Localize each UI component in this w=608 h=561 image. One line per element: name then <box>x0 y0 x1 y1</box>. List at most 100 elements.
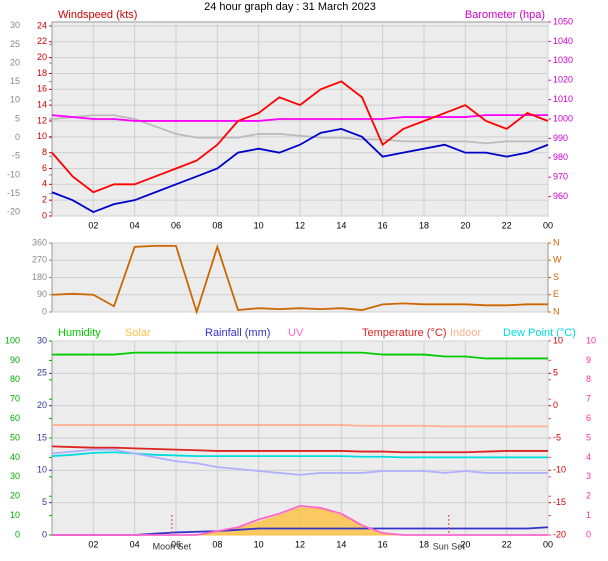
legend-entry: Dew Point (°C) <box>503 327 576 339</box>
line <box>51 243 548 315</box>
y2-tick-label: 1050 <box>553 16 573 26</box>
y-tick-label: 10 <box>37 465 47 475</box>
y-tick-label: 22 <box>37 36 47 46</box>
y3-tick-label: 10 <box>10 510 20 520</box>
y4-tick-label: 4 <box>586 452 591 462</box>
x-tick-label: 02 <box>88 220 98 230</box>
x-tick-label: 04 <box>130 539 140 549</box>
x-tick-label: 22 <box>502 539 512 549</box>
y3-tick-label: 25 <box>10 39 20 49</box>
y-tick-label: 4 <box>42 179 47 189</box>
y2-tick-label: N <box>553 237 560 247</box>
y3-tick-label: 0 <box>15 132 20 142</box>
y-tick-label: 18 <box>37 68 47 78</box>
annotation: Sun Set <box>433 541 466 551</box>
y-tick-label: 12 <box>37 115 47 125</box>
y-tick-label: 20 <box>37 52 47 62</box>
y-tick-label: 24 <box>37 20 47 30</box>
x-tick-label: 16 <box>378 220 388 230</box>
y-tick-label: 15 <box>37 432 47 442</box>
y-tick-label: 2 <box>42 195 47 205</box>
y-tick-label: 5 <box>42 497 47 507</box>
line <box>51 114 548 122</box>
x-tick-label: 06 <box>171 539 181 549</box>
y4-tick-label: 1 <box>586 510 591 520</box>
y-tick-label: 270 <box>32 255 47 265</box>
y2-tick-label: 1010 <box>553 94 573 104</box>
y4-tick-label: 2 <box>586 491 591 501</box>
y2-tick-label: S <box>553 272 559 282</box>
x-tick-label: 12 <box>295 220 305 230</box>
legend-entry: Solar <box>125 327 151 339</box>
x-tick-label: 12 <box>295 539 305 549</box>
y3-tick-label: 0 <box>15 529 20 539</box>
x-tick-label: 14 <box>336 539 346 549</box>
y-tick-label: 8 <box>42 147 47 157</box>
line <box>51 445 548 454</box>
y2-tick-label: 0 <box>553 400 558 410</box>
y2-tick-label: 1020 <box>553 75 573 85</box>
y4-tick-label: 0 <box>586 529 591 539</box>
legend-entry: Temperature (°C) <box>362 327 446 339</box>
y2-tick-label: W <box>553 255 562 265</box>
y-tick-label: 20 <box>37 400 47 410</box>
y2-tick-label: N <box>553 306 560 316</box>
x-tick-label: 00 <box>543 539 553 549</box>
y-tick-label: 14 <box>37 100 47 110</box>
x-tick-label: 18 <box>419 220 429 230</box>
x-tick-label: 10 <box>254 539 264 549</box>
x-tick-label: 18 <box>419 539 429 549</box>
y3-tick-label: 60 <box>10 413 20 423</box>
line <box>51 114 548 145</box>
y3-tick-label: 30 <box>10 20 20 30</box>
y-tick-label: 180 <box>32 272 47 282</box>
y2-tick-label: 5 <box>553 368 558 378</box>
x-tick-label: 06 <box>171 220 181 230</box>
y2-tick-label: 1030 <box>553 55 573 65</box>
y-tick-label: 0 <box>42 210 47 220</box>
line <box>52 504 548 536</box>
y4-tick-label: 9 <box>586 355 591 365</box>
y4-tick-label: 3 <box>586 471 591 481</box>
line <box>51 448 548 476</box>
y3-tick-label: 10 <box>10 95 20 105</box>
y2-tick-label: 1000 <box>553 113 573 123</box>
y3-tick-label: 5 <box>15 113 20 123</box>
y4-tick-label: 6 <box>586 413 591 423</box>
y2-tick-label: -20 <box>553 529 566 539</box>
legend-entry: Indoor <box>450 327 482 339</box>
line <box>52 351 548 360</box>
x-tick-label: 02 <box>88 539 98 549</box>
annotation: Moon Set <box>153 541 192 551</box>
y2-tick-label: -5 <box>553 432 561 442</box>
y4-tick-label: 8 <box>586 374 591 384</box>
y3-tick-label: -5 <box>12 151 20 161</box>
y4-tick-label: 7 <box>586 394 591 404</box>
y2-tick-label: -15 <box>553 497 566 507</box>
x-tick-label: 22 <box>502 220 512 230</box>
y4-tick-label: 5 <box>586 432 591 442</box>
x-tick-label: 04 <box>130 220 140 230</box>
y3-tick-label: 80 <box>10 374 20 384</box>
y3-tick-label: -15 <box>7 188 20 198</box>
y3-tick-label: 20 <box>10 57 20 67</box>
y3-tick-label: -20 <box>7 207 20 217</box>
y-tick-label: 0 <box>42 306 47 316</box>
y4-tick-label: 10 <box>586 335 596 345</box>
y-tick-label: 30 <box>37 335 47 345</box>
x-tick-label: 16 <box>378 539 388 549</box>
x-tick-label: 20 <box>460 539 470 549</box>
y2-tick-label: 1040 <box>553 36 573 46</box>
y3-tick-label: -10 <box>7 169 20 179</box>
legend-entry: Humidity <box>58 327 101 339</box>
x-tick-label: 20 <box>460 220 470 230</box>
y2-tick-label: 980 <box>553 152 568 162</box>
y2-tick-label: 970 <box>553 172 568 182</box>
y2-tick-label: -10 <box>553 465 566 475</box>
y3-tick-label: 70 <box>10 394 20 404</box>
y-tick-label: 90 <box>37 289 47 299</box>
y3-tick-label: 50 <box>10 432 20 442</box>
line <box>52 424 548 428</box>
line <box>51 127 549 214</box>
